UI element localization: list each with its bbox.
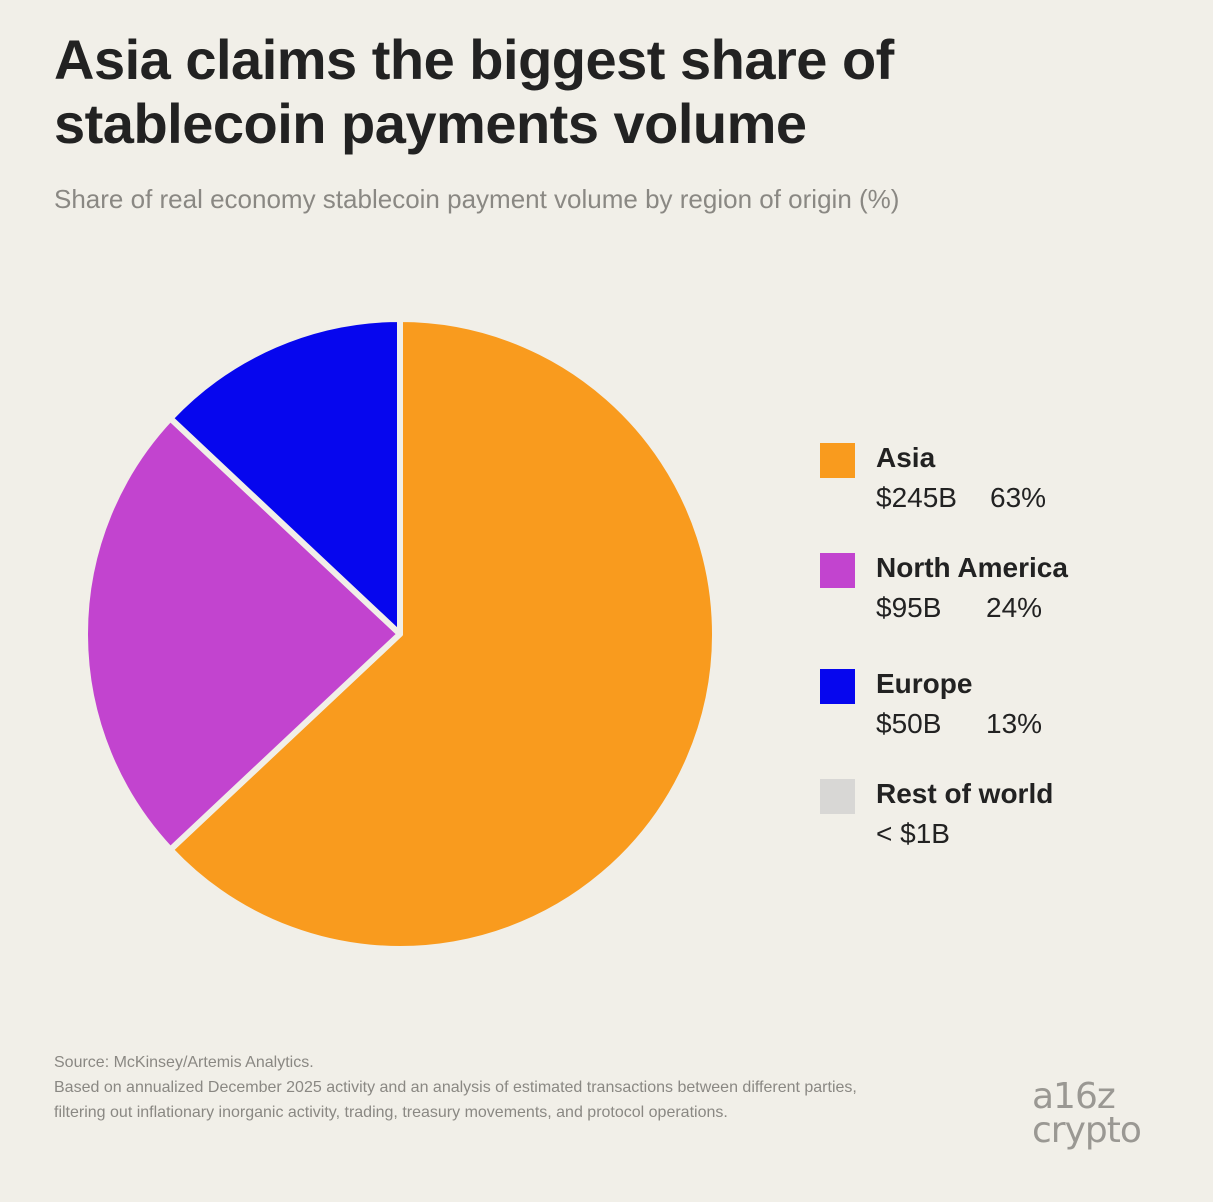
legend-amount-north-america: $95B — [876, 592, 942, 623]
legend-percent-north-america: 24% — [986, 592, 1043, 623]
legend-label-north-america: North America — [876, 552, 1068, 583]
legend-item-rest-of-world: Rest of world < $1B — [820, 776, 1200, 856]
legend-percent-europe: 13% — [986, 708, 1043, 739]
methodology-note: Based on annualized December 2025 activi… — [54, 1079, 857, 1121]
pie-slice-asia — [167, 316, 718, 952]
legend-swatch-europe — [820, 669, 855, 704]
pie-chart — [82, 316, 718, 952]
source-note: Source: McKinsey/Artemis Analytics. — [54, 1054, 314, 1071]
legend-swatch-asia — [820, 443, 855, 478]
logo-line-1: a16z — [1032, 1076, 1116, 1117]
legend-amount-europe: $50B — [876, 708, 942, 739]
pie-slice-europe — [167, 316, 403, 637]
chart-title: Asia claims the biggest share of stablec… — [54, 28, 894, 155]
legend-swatch-rest-of-world — [820, 779, 855, 814]
legend-item-europe: Europe $50B 13% — [820, 666, 1200, 746]
a16z-crypto-logo: a16z crypto — [1032, 1076, 1182, 1151]
legend-item-asia: Asia $245B 63% — [820, 440, 1200, 520]
pie-slice-north-america — [82, 415, 403, 853]
legend-label-europe: Europe — [876, 668, 973, 699]
legend-item-north-america: North America $95B 24% — [820, 550, 1200, 630]
footnote: Source: McKinsey/Artemis Analytics. Base… — [54, 1050, 874, 1125]
legend-percent-asia: 63% — [990, 482, 1047, 513]
legend-amount-asia: $245B — [876, 482, 957, 513]
logo-line-2: crypto — [1032, 1110, 1142, 1151]
legend-amount-rest-of-world: < $1B — [876, 818, 950, 849]
legend-label-asia: Asia — [876, 442, 936, 473]
legend-label-rest-of-world: Rest of world — [876, 778, 1054, 809]
legend-swatch-north-america — [820, 553, 855, 588]
chart-subtitle: Share of real economy stablecoin payment… — [54, 184, 900, 214]
